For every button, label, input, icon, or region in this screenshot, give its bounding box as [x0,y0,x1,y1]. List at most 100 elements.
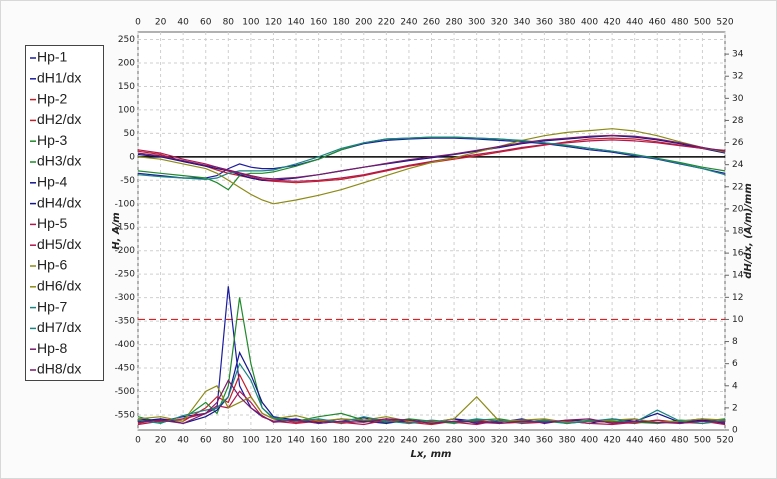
y-tick-label: 100 [118,105,135,115]
y2-tick-label: 28 [732,116,744,126]
x-tick-label: 40 [177,436,189,446]
y-tick-label: 50 [124,129,136,139]
y2-tick-label: 32 [732,72,743,82]
x-tick-label: 460 [649,436,666,446]
x-tick-label: 80 [223,18,235,28]
x-tick-label: 460 [649,18,666,28]
x-tick-label: 60 [200,18,212,28]
series-line [137,134,726,180]
x-tick-label: 420 [604,436,621,446]
x-tick-label: 300 [468,436,485,446]
x-tick-label: 0 [135,436,141,446]
y2-tick-label: 26 [732,138,744,148]
x-tick-label: 100 [242,18,259,28]
y-tick-label: -250 [115,270,136,280]
x-tick-label: 280 [445,436,462,446]
x-tick-label: 200 [355,436,372,446]
x-tick-label: 420 [604,18,621,28]
y-tick-label: -300 [115,293,136,303]
x-tick-label: 440 [626,18,643,28]
x-tick-label: 0 [135,18,141,28]
y2-tick-label: 22 [732,182,743,192]
series-line [137,297,726,425]
y2-tick-label: 20 [732,204,744,214]
y-axis-label: H, A/m [111,212,122,249]
y2-tick-label: 16 [732,249,744,259]
x-tick-label: 480 [671,436,688,446]
y-tick-label: -400 [115,340,136,350]
y2-tick-label: 6 [732,359,738,369]
x-axis-label: Lx, mm [411,449,452,460]
legend-label: Hp-7 [37,298,68,314]
legend-label: dH8/dx [37,361,81,377]
y-tick-label: -200 [115,246,136,256]
x-tick-label: 360 [536,18,553,28]
x-tick-label: 140 [287,18,304,28]
legend-label: Hp-4 [37,174,68,190]
x-tick-label: 480 [671,18,688,28]
x-tick-label: 280 [445,18,462,28]
y-tick-label: -550 [115,410,136,420]
legend-label: dH6/dx [37,278,81,294]
x-tick-label: 260 [423,436,440,446]
y-tick-label: 150 [118,82,135,92]
x-tick-label: 100 [242,436,259,446]
y2-tick-label: 34 [732,50,744,60]
legend-label: dH4/dx [37,194,81,210]
x-tick-label: 400 [581,18,598,28]
y2-tick-label: 4 [732,381,738,391]
y2-axis-label: dH/dx, (A/m)/mm [743,183,754,279]
legend-label: Hp-2 [37,90,68,106]
x-tick-label: 520 [716,18,733,28]
x-tick-label: 180 [333,436,350,446]
x-tick-label: 500 [694,18,711,28]
x-tick-label: 160 [310,436,327,446]
y2-tick-label: 14 [732,271,744,281]
x-tick-label: 380 [558,436,575,446]
x-tick-label: 200 [355,18,372,28]
legend-label: dH2/dx [37,111,81,127]
y2-tick-label: 30 [732,94,744,104]
legend-label: dH5/dx [37,236,81,252]
legend-label: Hp-5 [37,215,68,231]
x-tick-label: 60 [200,436,212,446]
y-tick-label: -50 [120,176,135,186]
x-tick-label: 240 [400,436,417,446]
x-tick-label: 120 [265,436,282,446]
x-tick-label: 40 [177,18,189,28]
y2-tick-label: 12 [732,293,743,303]
series-line [137,137,726,184]
x-tick-label: 340 [513,18,530,28]
x-tick-label: 320 [491,436,508,446]
x-tick-label: 440 [626,436,643,446]
y2-tick-label: 2 [732,403,738,413]
x-tick-label: 220 [378,18,395,28]
series-line [137,136,726,181]
x-tick-label: 500 [694,436,711,446]
y-tick-label: 250 [118,35,135,45]
y-tick-label: -350 [115,317,136,327]
x-tick-label: 140 [287,436,304,446]
x-tick-label: 20 [155,436,167,446]
series-line [137,362,726,425]
legend-label: Hp-1 [37,49,68,65]
x-tick-label: 360 [536,436,553,446]
y2-tick-label: 10 [732,315,744,325]
y-tick-label: -450 [115,364,136,374]
legend-label: Hp-6 [37,257,68,273]
y-tick-label: 200 [118,58,135,68]
x-tick-label: 340 [513,436,530,446]
series-line [137,139,726,182]
x-tick-label: 120 [265,18,282,28]
x-tick-label: 320 [491,18,508,28]
legend-label: dH3/dx [37,153,81,169]
legend-box [25,45,104,381]
y-tick-label: -500 [115,387,136,397]
legend-label: Hp-8 [37,340,68,356]
legend-label: Hp-3 [37,132,68,148]
x-tick-label: 520 [716,436,733,446]
x-tick-label: 380 [558,18,575,28]
y2-tick-label: 8 [732,337,738,347]
y2-tick-label: 18 [732,227,744,237]
